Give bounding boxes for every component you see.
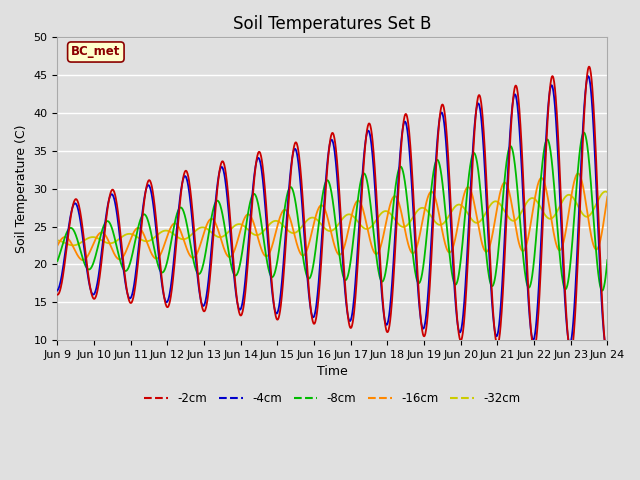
- Text: BC_met: BC_met: [71, 46, 120, 59]
- X-axis label: Time: Time: [317, 365, 348, 378]
- Title: Soil Temperatures Set B: Soil Temperatures Set B: [233, 15, 431, 33]
- Legend: -2cm, -4cm, -8cm, -16cm, -32cm: -2cm, -4cm, -8cm, -16cm, -32cm: [140, 387, 525, 410]
- Y-axis label: Soil Temperature (C): Soil Temperature (C): [15, 124, 28, 253]
